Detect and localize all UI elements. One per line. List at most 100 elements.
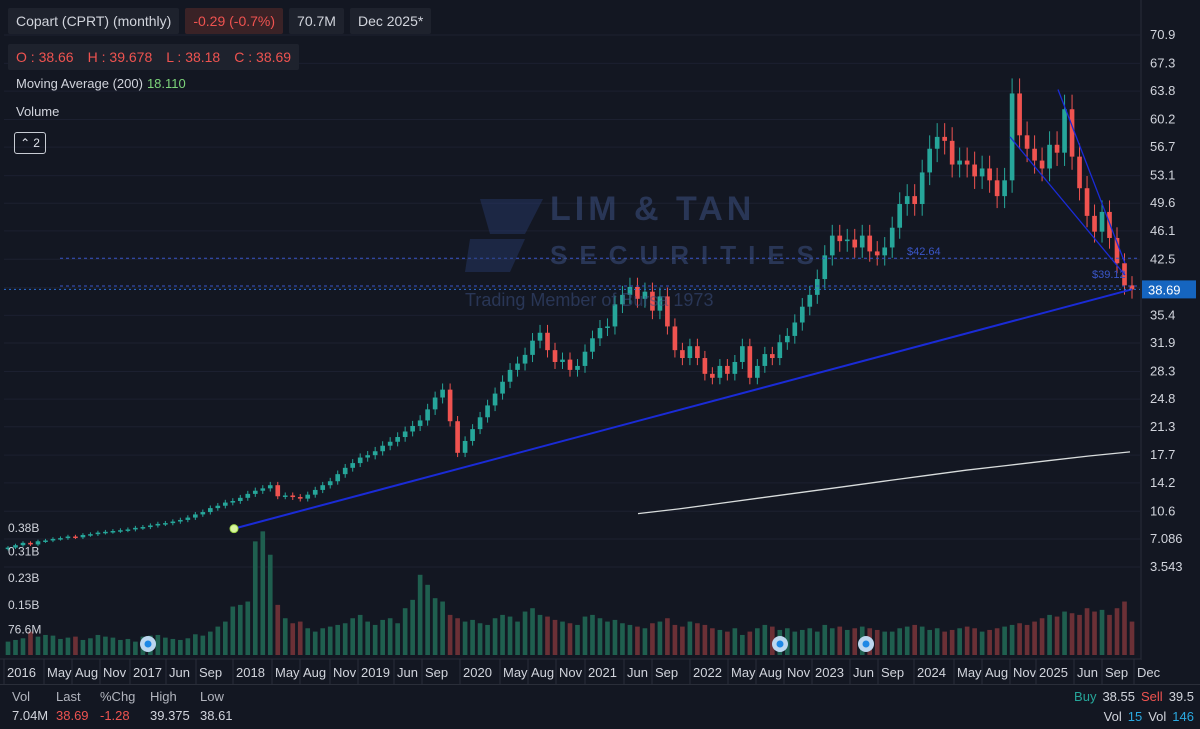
y-tick-label: 60.2	[1150, 112, 1175, 127]
volume-bar	[222, 621, 228, 655]
volume-bar	[1062, 611, 1067, 655]
volume-bar	[440, 601, 445, 655]
candle-body	[665, 296, 670, 327]
volume-bar	[844, 629, 850, 655]
last-price-text: 38.69	[1148, 282, 1181, 297]
volume-bar	[799, 629, 805, 655]
x-tick-label: May	[275, 665, 300, 680]
support-trendline	[233, 288, 1133, 530]
candle-body	[237, 497, 243, 501]
volume-bar	[395, 623, 400, 655]
volume-bar	[747, 631, 753, 655]
volume-bar	[1092, 611, 1097, 655]
x-tick-label: May	[47, 665, 72, 680]
volume-bar	[755, 628, 760, 655]
candle-body	[110, 531, 116, 533]
volume-bar	[350, 618, 356, 655]
footer-last: Last 38.69	[56, 689, 89, 723]
volume-bar	[934, 628, 940, 655]
candle-body	[792, 322, 798, 336]
candle-body	[372, 451, 378, 456]
candle-body	[485, 405, 490, 418]
channel-line-upper	[1057, 89, 1126, 264]
x-tick-label: Nov	[333, 665, 357, 680]
volume-bar	[807, 628, 813, 655]
volume-bar	[740, 634, 745, 655]
symbol-title[interactable]: Copart (CPRT) (monthly)	[8, 8, 180, 34]
volume-bar	[732, 628, 738, 655]
volume-bar	[125, 638, 131, 655]
volume-bar	[357, 614, 363, 655]
volume-bar	[762, 624, 768, 655]
volume-bar	[1099, 609, 1105, 655]
candle-body	[395, 437, 400, 442]
candle-body	[762, 354, 768, 366]
collapse-indicators-button[interactable]: ⌃ 2	[14, 132, 46, 154]
volume-bar	[672, 624, 678, 655]
volume-bar	[635, 626, 640, 655]
volume-bar	[560, 621, 565, 655]
candle-body	[462, 440, 468, 453]
candle-body	[65, 536, 71, 539]
candle-body	[402, 431, 408, 438]
volume-bar	[425, 584, 430, 655]
volume-bar	[612, 619, 618, 655]
candle-body	[590, 338, 595, 352]
x-tick-label: Dec	[1137, 665, 1161, 680]
candle-body	[777, 342, 783, 359]
candle-body	[73, 536, 78, 539]
ma-value: 18.110	[146, 76, 186, 91]
candle-body	[657, 296, 663, 311]
volume-bar	[118, 639, 123, 655]
volume-bar	[919, 626, 925, 655]
chevron-up-icon: ⌃	[20, 136, 31, 150]
volume-bar	[455, 618, 460, 655]
x-tick-label: Jun	[1077, 665, 1098, 680]
trendline-anchor	[229, 524, 239, 534]
volume-bar	[1122, 601, 1127, 655]
candle-body	[1099, 211, 1105, 232]
ma-label: Moving Average (200)	[16, 76, 143, 91]
candle-body	[717, 365, 723, 378]
volume-bar	[680, 626, 685, 655]
candle-body	[500, 381, 505, 394]
volume-legend[interactable]: Volume	[16, 104, 60, 119]
candle-body	[1114, 237, 1120, 264]
volume-bar	[949, 629, 955, 655]
volume-bar	[597, 618, 603, 655]
header-row: Copart (CPRT) (monthly) -0.29 (-0.7%) 70…	[8, 8, 432, 34]
volume-bar	[530, 608, 535, 655]
volume-bar	[545, 616, 550, 655]
x-tick-label: Jun	[169, 665, 190, 680]
volume-bar	[1047, 614, 1052, 655]
y-tick-label: 28.3	[1150, 363, 1175, 378]
volume-bar	[327, 626, 333, 655]
volume-bar	[95, 634, 101, 655]
y-tick-label: 14.2	[1150, 475, 1175, 490]
candle-body	[567, 359, 573, 370]
candle-body	[5, 547, 11, 550]
candle-body	[1047, 144, 1052, 169]
moving-average-legend[interactable]: Moving Average (200) 18.110	[8, 74, 194, 93]
price-chart[interactable]: 70.967.363.860.256.753.149.646.142.538.9…	[0, 0, 1200, 684]
volume-bar	[695, 623, 700, 655]
candle-body	[814, 279, 820, 295]
footer-low: Low 38.61	[200, 689, 233, 723]
candle-body	[882, 247, 888, 256]
x-tick-label: Aug	[75, 665, 98, 680]
volume-bar	[1024, 624, 1030, 655]
x-tick-label: Aug	[531, 665, 554, 680]
candle-body	[230, 500, 236, 503]
candle-body	[732, 361, 738, 374]
candle-body	[440, 389, 445, 398]
last-price-tag	[1142, 280, 1196, 299]
candle-body	[642, 291, 648, 299]
y-tick-label: 3.543	[1150, 559, 1183, 574]
volume-bar	[155, 634, 161, 655]
volume-bar	[447, 614, 453, 655]
candle-body	[807, 294, 813, 307]
volume-bar	[342, 623, 348, 655]
candle-body	[425, 409, 430, 421]
x-tick-label: Jun	[397, 665, 418, 680]
volume-bar	[1114, 608, 1120, 655]
